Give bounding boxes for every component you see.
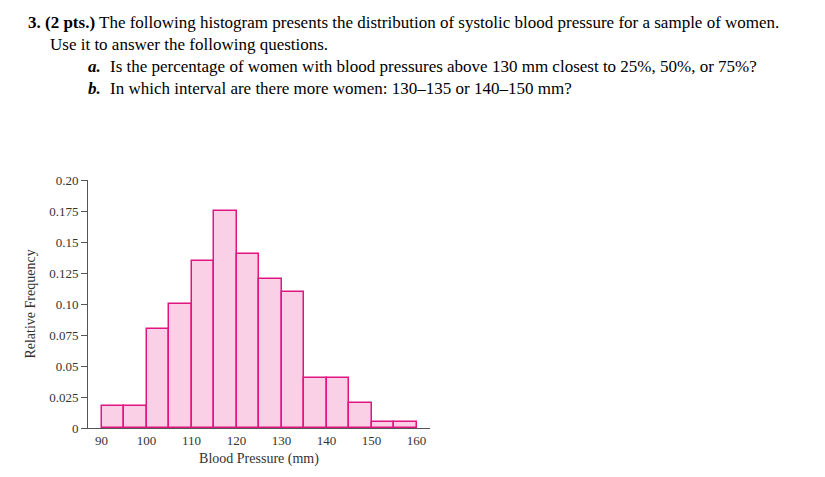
svg-text:Blood Pressure (mm): Blood Pressure (mm) xyxy=(199,451,319,467)
svg-text:0.10: 0.10 xyxy=(56,297,79,312)
svg-text:120: 120 xyxy=(227,433,247,448)
svg-text:0: 0 xyxy=(72,421,79,436)
svg-text:Relative Frequency: Relative Frequency xyxy=(23,249,38,358)
svg-text:110: 110 xyxy=(182,433,201,448)
svg-text:90: 90 xyxy=(95,433,108,448)
svg-text:160: 160 xyxy=(407,433,427,448)
svg-text:0.20: 0.20 xyxy=(56,173,79,188)
html-text:a.: a. xyxy=(88,57,101,77)
svg-text:0.175: 0.175 xyxy=(49,204,78,219)
html-text:b.: b. xyxy=(88,79,101,99)
svg-text:140: 140 xyxy=(317,433,337,448)
svg-text:0.075: 0.075 xyxy=(49,328,78,343)
svg-text:100: 100 xyxy=(137,433,157,448)
html-text:In which interval are there mo: In which interval are there more women: … xyxy=(110,79,572,99)
svg-text:0.025: 0.025 xyxy=(49,390,78,405)
svg-text:0.05: 0.05 xyxy=(56,359,79,374)
svg-text:0.15: 0.15 xyxy=(56,235,79,250)
svg-text:0.125: 0.125 xyxy=(49,266,78,281)
svg-text:130: 130 xyxy=(272,433,292,448)
svg-text:150: 150 xyxy=(362,433,382,448)
html-text:Is the percentage of women wit: Is the percentage of women with blood pr… xyxy=(110,57,757,77)
html-text:3. (2 pts.) The following hist: 3. (2 pts.) The following histogram pres… xyxy=(28,13,780,55)
